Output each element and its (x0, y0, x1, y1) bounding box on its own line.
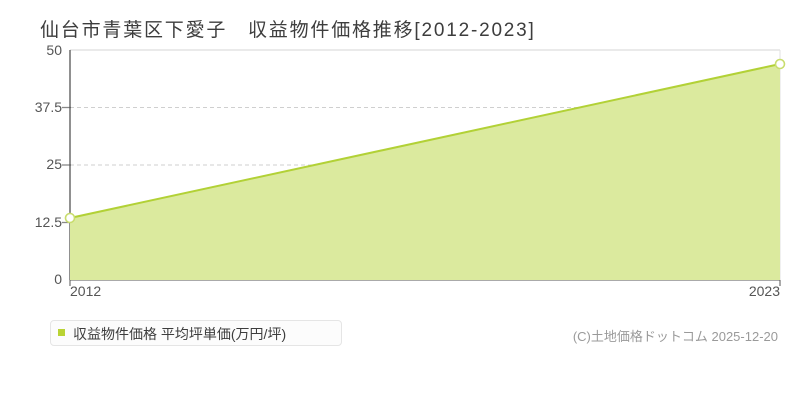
svg-text:37.5: 37.5 (35, 99, 62, 115)
svg-text:2012: 2012 (70, 283, 101, 299)
svg-text:2023: 2023 (749, 283, 780, 299)
svg-text:12.5: 12.5 (35, 214, 62, 230)
svg-text:25: 25 (46, 156, 62, 172)
svg-text:50: 50 (46, 42, 62, 58)
svg-text:0: 0 (54, 271, 62, 287)
